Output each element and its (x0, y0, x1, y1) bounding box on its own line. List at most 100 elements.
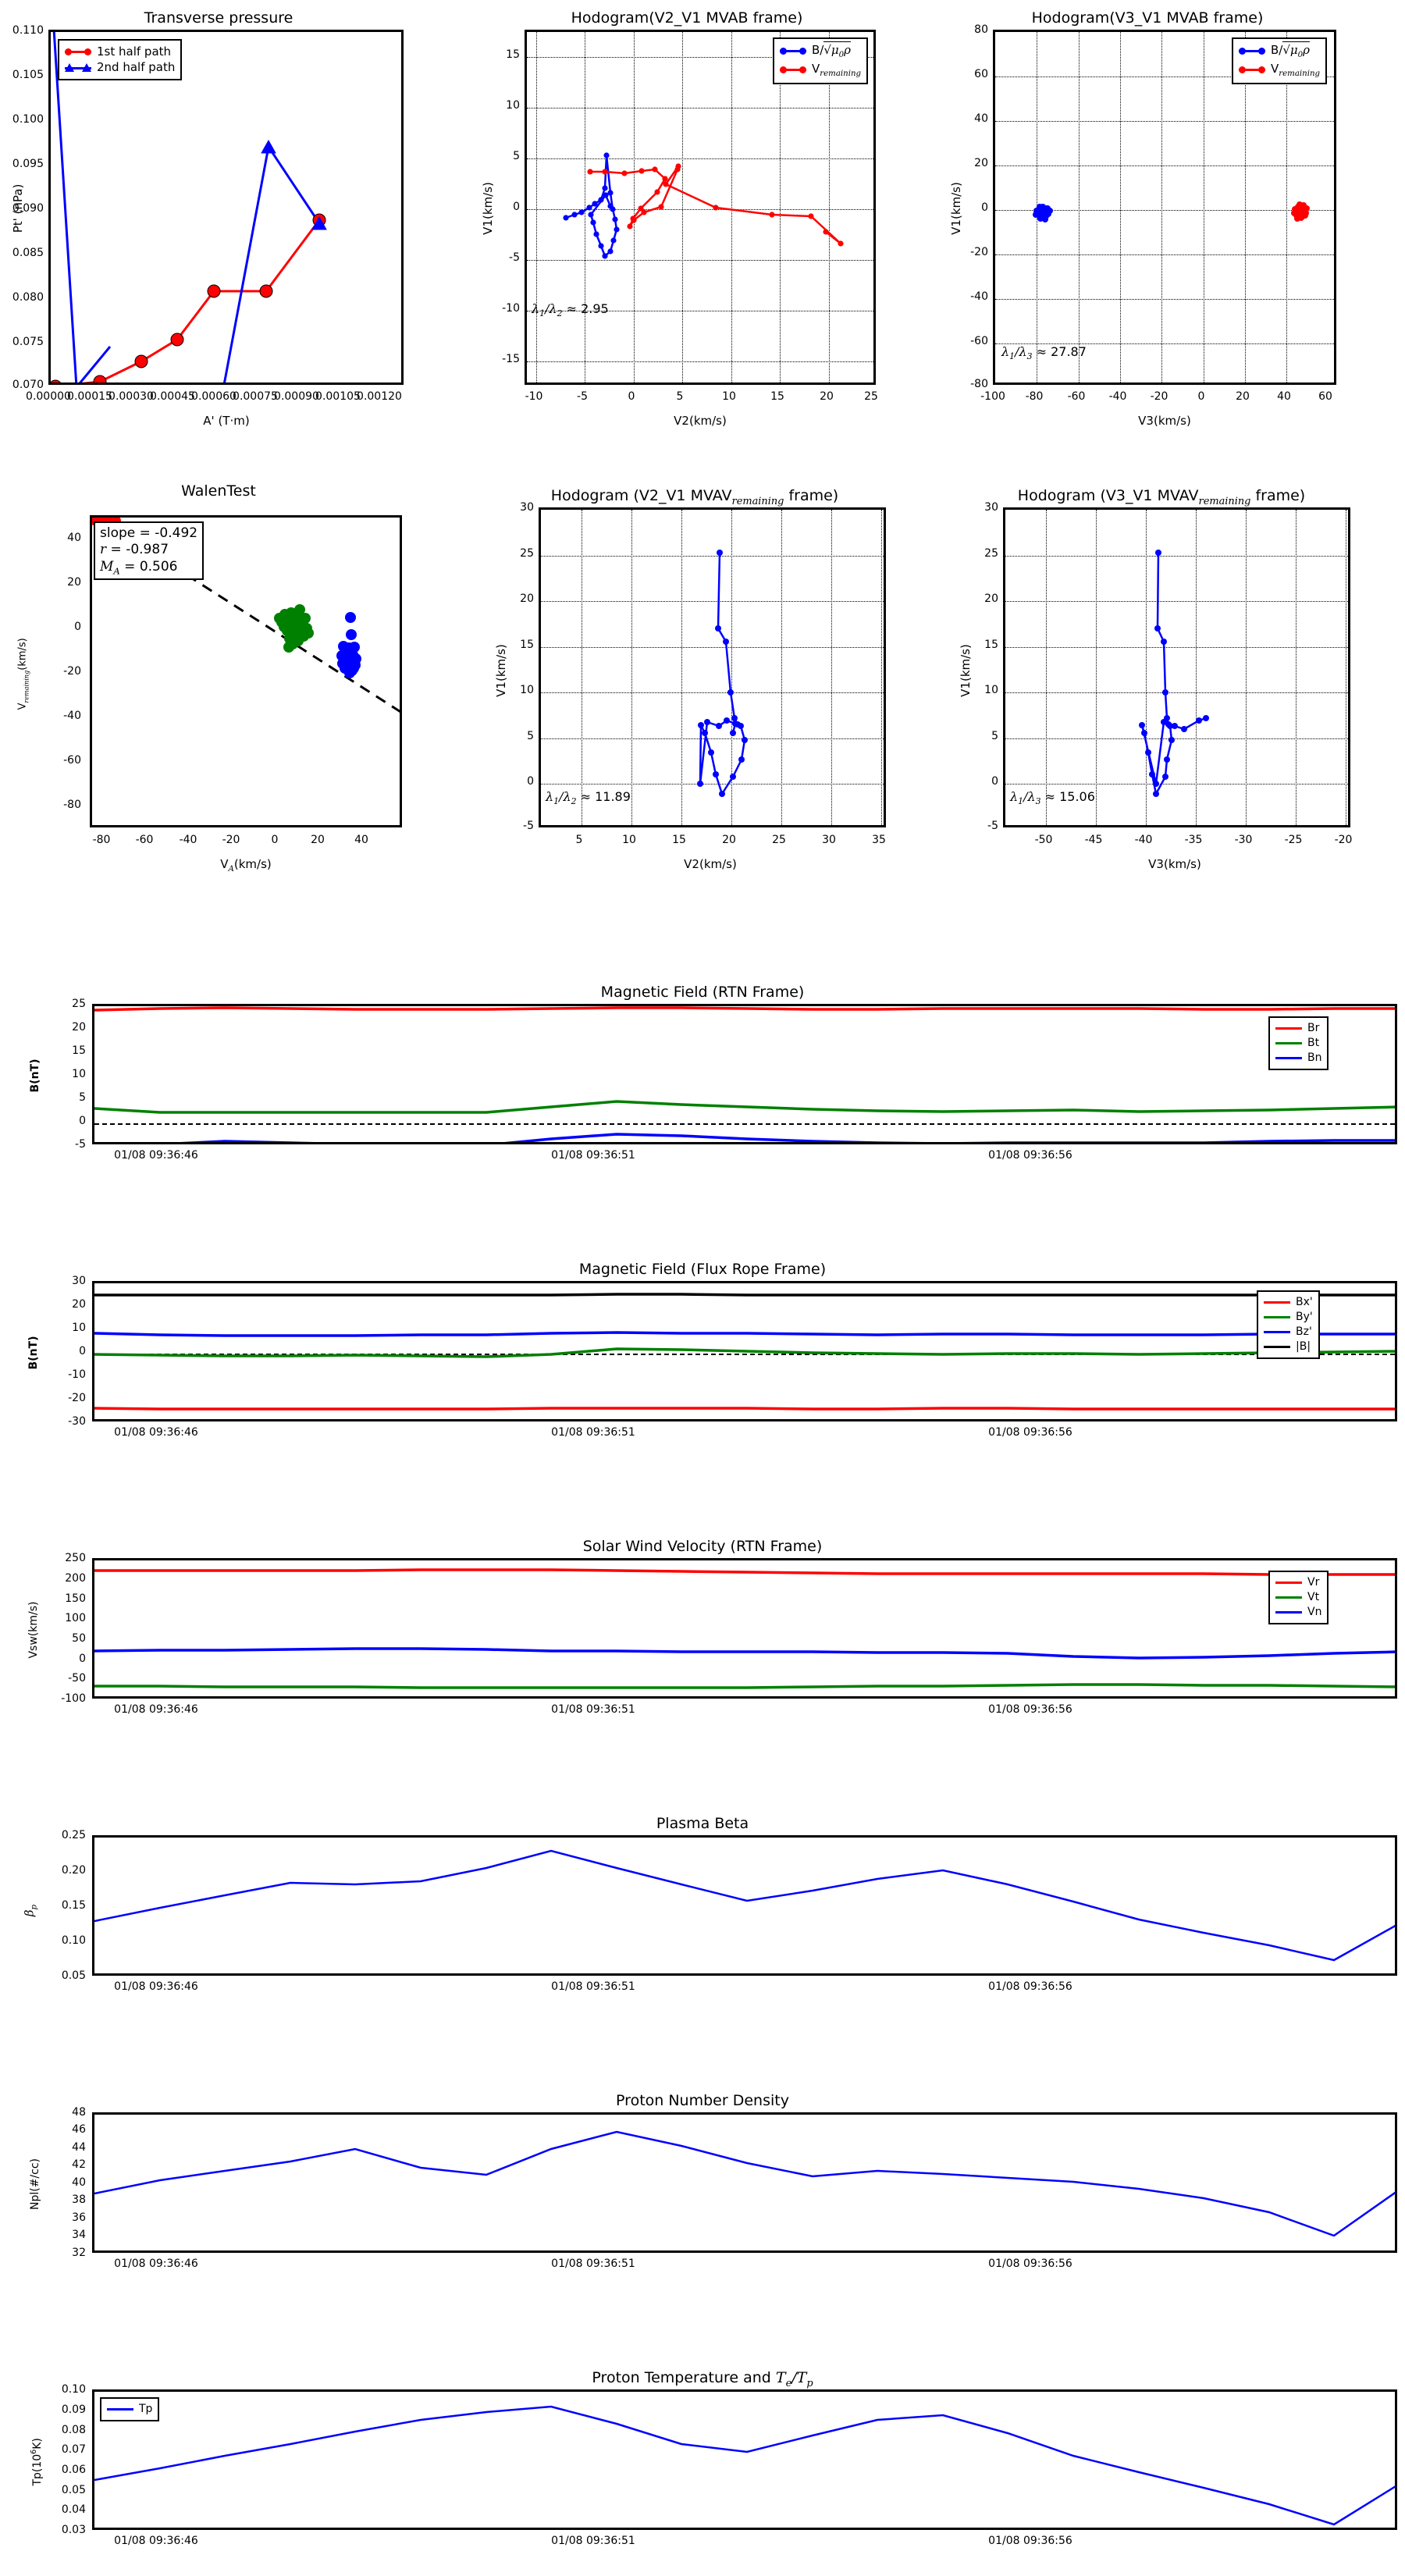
y-axis-label: Npl(#/cc) (29, 2158, 41, 2211)
legend-line-bn (1275, 1056, 1302, 1059)
xtick: 5 (575, 834, 583, 846)
xtick: 20 (722, 834, 736, 846)
xtick: -10 (525, 390, 543, 403)
ytick: 0 (981, 201, 988, 214)
ytick: 40 (67, 532, 81, 544)
legend-label: Br (1307, 1022, 1320, 1034)
ytick: 0.090 (12, 202, 44, 215)
panel-title: Proton Number Density (616, 2092, 789, 2109)
ytick: 0.05 (61, 1969, 86, 1982)
xtick: 01/08 09:36:51 (551, 1703, 635, 1716)
y-axis-label: B(nT) (29, 1059, 41, 1093)
plot-area (92, 1835, 1397, 1976)
gridline-h (527, 158, 873, 159)
legend-line-tp (107, 2407, 133, 2411)
ytick: 0.15 (61, 1899, 86, 1912)
trace-vr (94, 1568, 1395, 1576)
xtick: -40 (1134, 834, 1153, 846)
eigenvalue-ratio-annotation: λ1/λ3 ≈ 15.06 (1010, 789, 1095, 807)
ytick: 0.09 (61, 2403, 86, 2416)
gridline-h (1005, 738, 1348, 739)
legend-marker-line-blue (1239, 48, 1265, 55)
beta-trace (94, 1849, 1395, 1962)
gridline-v (1046, 510, 1047, 825)
gridline-v (780, 32, 781, 382)
ytick: 0.06 (61, 2464, 86, 2476)
plot-area (48, 30, 404, 385)
vsw-legend: Vr Vt Vn (1268, 1571, 1329, 1624)
ytick: 0.100 (12, 113, 44, 126)
plot-area (92, 1004, 1397, 1144)
transverse-pressure-legend: 1st half path 2nd half path (58, 39, 183, 80)
xtick: -80 (1025, 390, 1044, 403)
legend-row-vn: Vn (1275, 1605, 1321, 1620)
ytick: 20 (974, 157, 988, 169)
b-rtn-legend: Br Bt Bn (1268, 1016, 1329, 1070)
panel-title: Hodogram(V3_V1 MVAB frame) (1031, 9, 1264, 27)
ytick: 50 (72, 1632, 86, 1645)
xtick: 0.00105 (315, 390, 361, 403)
y-axis-label: Pt' (nPa) (11, 183, 25, 233)
legend-line-bxprime (1264, 1300, 1290, 1304)
ytick: 0.25 (61, 1829, 86, 1841)
b-fluxrope-legend: Bx' By' Bz' |B| (1257, 1290, 1320, 1359)
y-axis-label: βp (22, 1904, 39, 1917)
xtick: -20 (1334, 834, 1353, 846)
gridline-h (527, 361, 873, 362)
trace-bt (94, 1100, 1395, 1114)
ytick: 30 (984, 501, 998, 514)
legend-marker-line-blue (780, 48, 806, 55)
ytick: 20 (520, 592, 534, 605)
gridline-v (731, 32, 732, 382)
gridline-v (1296, 510, 1297, 825)
legend-row-2nd-half: 2nd half path (65, 59, 175, 75)
y-axis-label: B(nT) (27, 1336, 40, 1370)
legend-label-vremaining: Vremaining (812, 61, 862, 78)
legend-row-1st-half: 1st half path (65, 44, 175, 59)
ytick: 0 (79, 1653, 86, 1665)
ytick: 0 (527, 775, 534, 788)
ytick: 0.10 (61, 2383, 86, 2396)
ytick: 10 (984, 684, 998, 696)
ytick: 0.075 (12, 336, 44, 348)
trace-babs (94, 1293, 1395, 1297)
xtick: 0.00060 (191, 390, 237, 403)
xtick: -45 (1084, 834, 1103, 846)
panel-title: Solar Wind Velocity (RTN Frame) (582, 1538, 823, 1555)
xtick: 40 (1277, 390, 1291, 403)
panel-title: WalenTest (181, 482, 256, 500)
ytick: -80 (63, 799, 81, 811)
panel-magnetic-field-flux-rope: Magnetic Field (Flux Rope Frame) Bx' By'… (0, 1261, 1405, 1456)
ytick: 250 (65, 1552, 86, 1564)
legend-line-bzprime (1264, 1330, 1290, 1333)
gridline-v (1246, 510, 1247, 825)
ytick: 0 (79, 1115, 86, 1127)
gridline-h (527, 260, 873, 261)
ytick: 42 (72, 2158, 86, 2171)
vsw-traces (94, 1568, 1395, 1689)
legend-line-byprime (1264, 1315, 1290, 1318)
ytick: -60 (970, 335, 988, 347)
legend-label: 1st half path (97, 44, 172, 59)
gridline-v (781, 510, 782, 825)
ytick: 5 (991, 730, 998, 742)
panel-proton-temperature: Proton Temperature and Te/Tp Tp 0.10 0.0… (0, 2369, 1405, 2564)
legend-line-vn (1275, 1610, 1302, 1614)
walen-slope: slope = -0.492 (100, 525, 198, 541)
legend-label: Vn (1307, 1605, 1322, 1618)
gridline-v (681, 510, 682, 825)
xtick: 01/08 09:36:46 (114, 2258, 198, 2270)
gridline-v (1079, 32, 1080, 382)
tp-legend: Tp (100, 2397, 160, 2421)
ytick: 0 (991, 775, 998, 788)
gridline-h (995, 210, 1334, 211)
y-axis-label: Tp(106K) (30, 2438, 44, 2486)
y-axis-label: V1(km/s) (949, 182, 963, 235)
panel-magnetic-field-rtn: Magnetic Field (RTN Frame) Br Bt Bn 25 2… (0, 984, 1405, 1179)
legend-label: Tp (139, 2403, 153, 2415)
legend-row-bt: Bt (1275, 1036, 1321, 1051)
legend-marker-line-red (1239, 66, 1265, 74)
legend-row-vremaining: Vremaining (780, 61, 861, 80)
legend-label: Bx' (1296, 1296, 1313, 1308)
b-rtn-traces (94, 1006, 1395, 1142)
